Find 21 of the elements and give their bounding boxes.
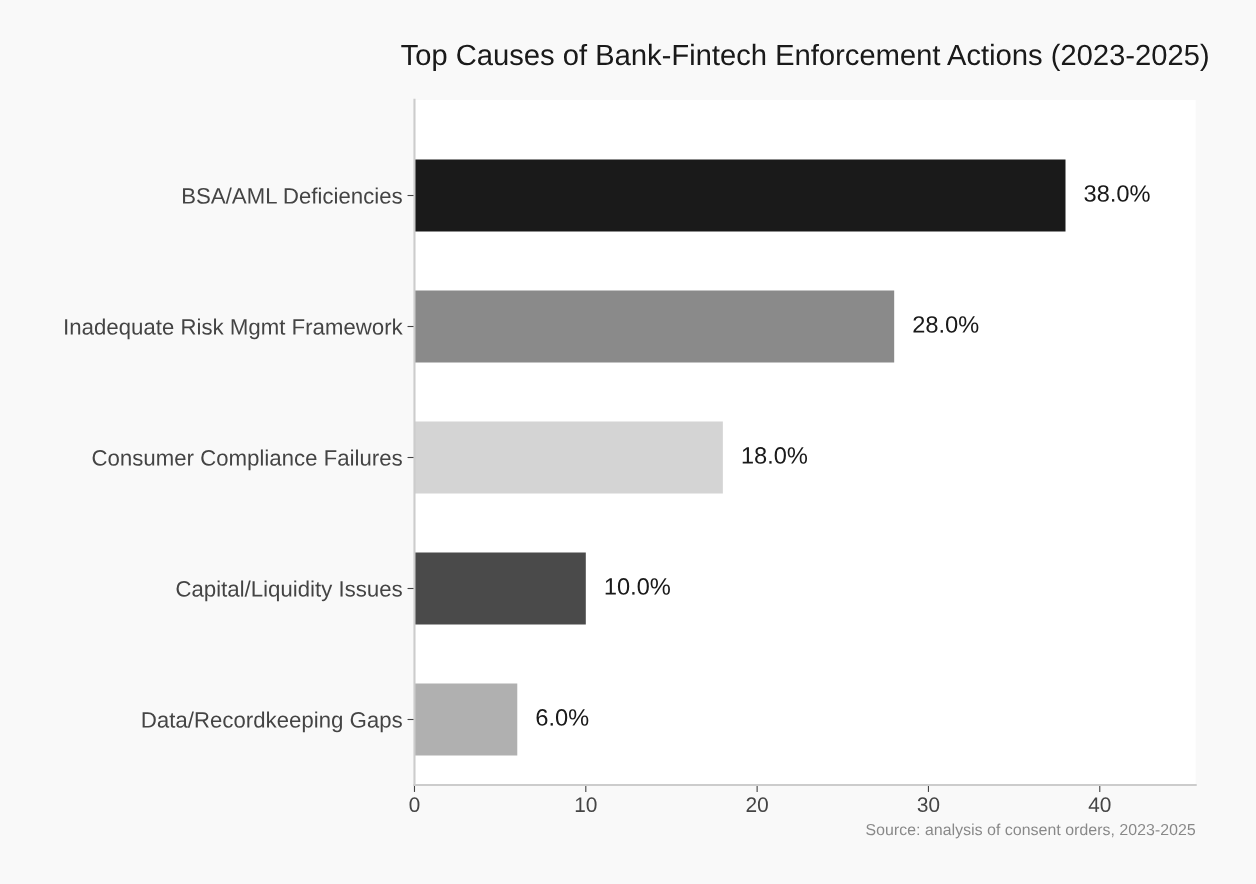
x-tick-label: 40 xyxy=(1088,797,1111,813)
data-label: 18.0% xyxy=(742,447,808,464)
data-label: 6.0% xyxy=(536,709,589,726)
chart-title: Top Causes of Bank-Fintech Enforcement Actions (2023-2025) xyxy=(401,43,1208,72)
y-tick-label: Capital/Liquidity Issues xyxy=(176,580,402,602)
x-tick-label: 10 xyxy=(575,797,597,813)
y-tick-label: Data/Recordkeeping Gaps xyxy=(142,711,402,733)
data-label: 10.0% xyxy=(605,578,670,595)
y-tick-label: Inadequate Risk Mgmt Framework xyxy=(65,318,403,340)
data-label: 28.0% xyxy=(913,316,979,333)
bar xyxy=(414,290,895,363)
data-label: 38.0% xyxy=(1084,185,1150,202)
bar xyxy=(414,683,518,756)
y-tick-label: BSA/AML Deficiencies xyxy=(183,187,402,204)
bar xyxy=(414,552,586,625)
x-tick-label: 20 xyxy=(746,797,768,813)
bar xyxy=(414,159,1066,232)
y-tick-label: Consumer Compliance Failures xyxy=(92,449,402,471)
x-tick-label: 30 xyxy=(917,797,940,813)
x-tick-label: 0 xyxy=(409,797,420,813)
source-note: Source: analysis of consent orders, 2023-2025 xyxy=(866,823,1196,839)
